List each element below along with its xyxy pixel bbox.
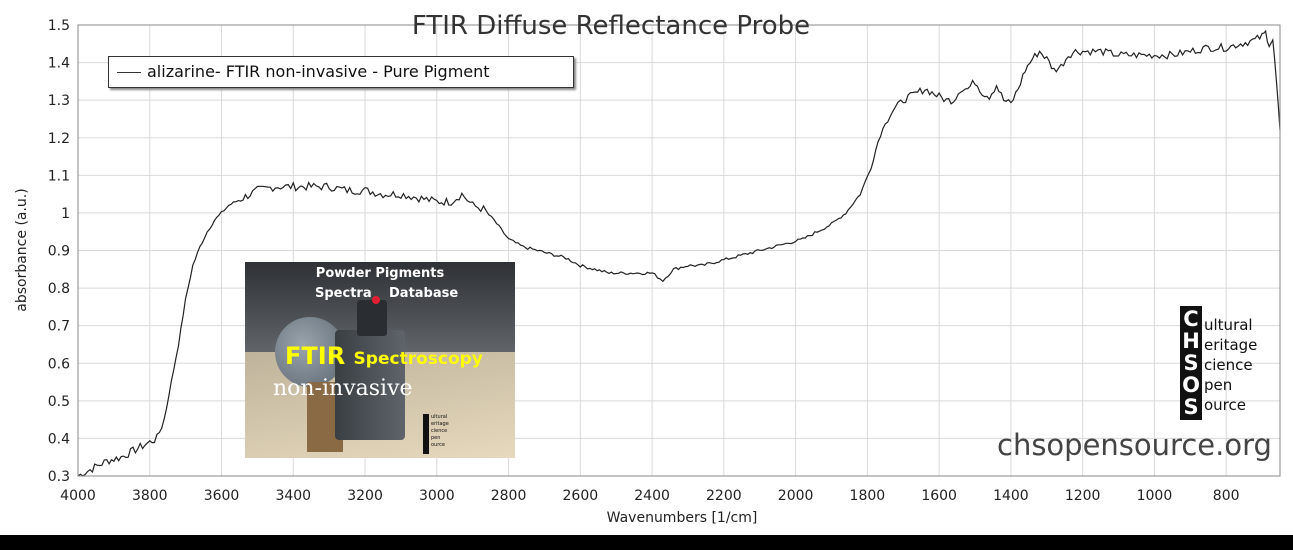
logo-word: ource bbox=[1204, 396, 1246, 414]
y-tick-label: 0.8 bbox=[48, 281, 70, 297]
x-axis-title: Wavenumbers [1/cm] bbox=[607, 510, 758, 526]
x-tick-label: 2200 bbox=[706, 488, 742, 504]
logo-letter: C bbox=[1183, 307, 1199, 331]
bottom-band bbox=[0, 535, 1293, 550]
y-tick-label: 0.6 bbox=[48, 356, 70, 372]
x-tick-label: 3400 bbox=[275, 488, 311, 504]
sample-dot bbox=[372, 296, 380, 304]
probe-head bbox=[275, 317, 345, 387]
x-tick-label: 800 bbox=[1213, 488, 1240, 504]
device-top bbox=[357, 300, 387, 336]
mini-logo-word: pen bbox=[431, 435, 441, 441]
photo-ftir: FTIR bbox=[285, 342, 346, 370]
x-tick-label: 1600 bbox=[921, 488, 957, 504]
y-axis-title: absorbance (a.u.) bbox=[14, 188, 30, 311]
photo-line1: Powder Pigments bbox=[315, 266, 445, 281]
y-tick-label: 1.4 bbox=[48, 56, 70, 72]
logo-letter: S bbox=[1183, 351, 1199, 375]
y-tick-label: 0.7 bbox=[48, 319, 70, 335]
y-tick-label: 0.3 bbox=[48, 469, 70, 485]
x-tick-label: 1000 bbox=[1137, 488, 1173, 504]
y-tick-label: 1.5 bbox=[48, 18, 70, 34]
logo-word: cience bbox=[1204, 356, 1253, 374]
logo-letter: S bbox=[1183, 395, 1199, 419]
photo-spectroscopy: Spectroscopy bbox=[353, 349, 483, 369]
plot-frame bbox=[77, 24, 1281, 477]
legend: alizarine- FTIR non-invasive - Pure Pigm… bbox=[108, 56, 574, 88]
x-tick-label: 1200 bbox=[1065, 488, 1101, 504]
x-tick-label: 1800 bbox=[850, 488, 886, 504]
y-tick-label: 0.4 bbox=[48, 431, 70, 447]
mini-logo-word: eritage bbox=[431, 421, 449, 427]
mini-logo-word: ource bbox=[431, 442, 445, 448]
x-tick-label: 2400 bbox=[634, 488, 670, 504]
inset-photo: Powder Pigments Spectra Database FTIR Sp… bbox=[245, 262, 515, 458]
tick-labels: 4000 3800 3600 3400 3200 3000 2800 2600 2400 2200… bbox=[48, 18, 1240, 504]
x-tick-label: 4000 bbox=[60, 488, 96, 504]
y-tick-label: 1.3 bbox=[48, 93, 70, 109]
x-tick-label: 2800 bbox=[491, 488, 527, 504]
photo-line2-right: Database bbox=[389, 286, 459, 301]
legend-swatch bbox=[117, 72, 141, 73]
x-tick-label: 3800 bbox=[132, 488, 168, 504]
photo-ftir-text: FTIR Spectroscopy bbox=[285, 342, 483, 370]
logo-word: pen bbox=[1204, 376, 1233, 394]
x-tick-label: 2000 bbox=[778, 488, 814, 504]
y-tick-label: 0.5 bbox=[48, 394, 70, 410]
y-tick-label: 1 bbox=[61, 206, 70, 222]
series-line bbox=[77, 29, 1281, 477]
x-tick-label: 1400 bbox=[993, 488, 1029, 504]
logo-letter-bar bbox=[1180, 306, 1202, 420]
x-tick-label: 3200 bbox=[347, 488, 383, 504]
x-tick-label: 3600 bbox=[204, 488, 240, 504]
photo-mini-logo: ultural eritage cience pen ource bbox=[423, 414, 463, 454]
y-tick-label: 0.9 bbox=[48, 244, 70, 260]
photo-noninvasive: non-invasive bbox=[273, 376, 413, 401]
chsos-logo: C H S O S ultural eritage cience pen our… bbox=[1180, 306, 1290, 420]
legend-label: alizarine- FTIR non-invasive - Pure Pigm… bbox=[147, 62, 490, 81]
photo-line2-left: Spectra bbox=[315, 286, 372, 301]
mini-logo-bar bbox=[423, 414, 429, 454]
x-tick-label: 2600 bbox=[563, 488, 599, 504]
chart-title: FTIR Diffuse Reflectance Probe bbox=[412, 11, 810, 41]
logo-word: ultural bbox=[1204, 316, 1253, 334]
mini-logo-word: cience bbox=[431, 428, 448, 434]
spectrometer-device bbox=[335, 330, 405, 440]
logo-letter: H bbox=[1182, 329, 1200, 353]
y-tick-label: 1.1 bbox=[48, 168, 70, 184]
mini-logo-word: ultural bbox=[431, 414, 448, 420]
x-tick-label: 3000 bbox=[419, 488, 455, 504]
logo-word: eritage bbox=[1204, 336, 1258, 354]
website-watermark: chsopensource.org bbox=[997, 428, 1272, 462]
y-tick-label: 1.2 bbox=[48, 131, 70, 147]
logo-letter: O bbox=[1182, 373, 1200, 397]
